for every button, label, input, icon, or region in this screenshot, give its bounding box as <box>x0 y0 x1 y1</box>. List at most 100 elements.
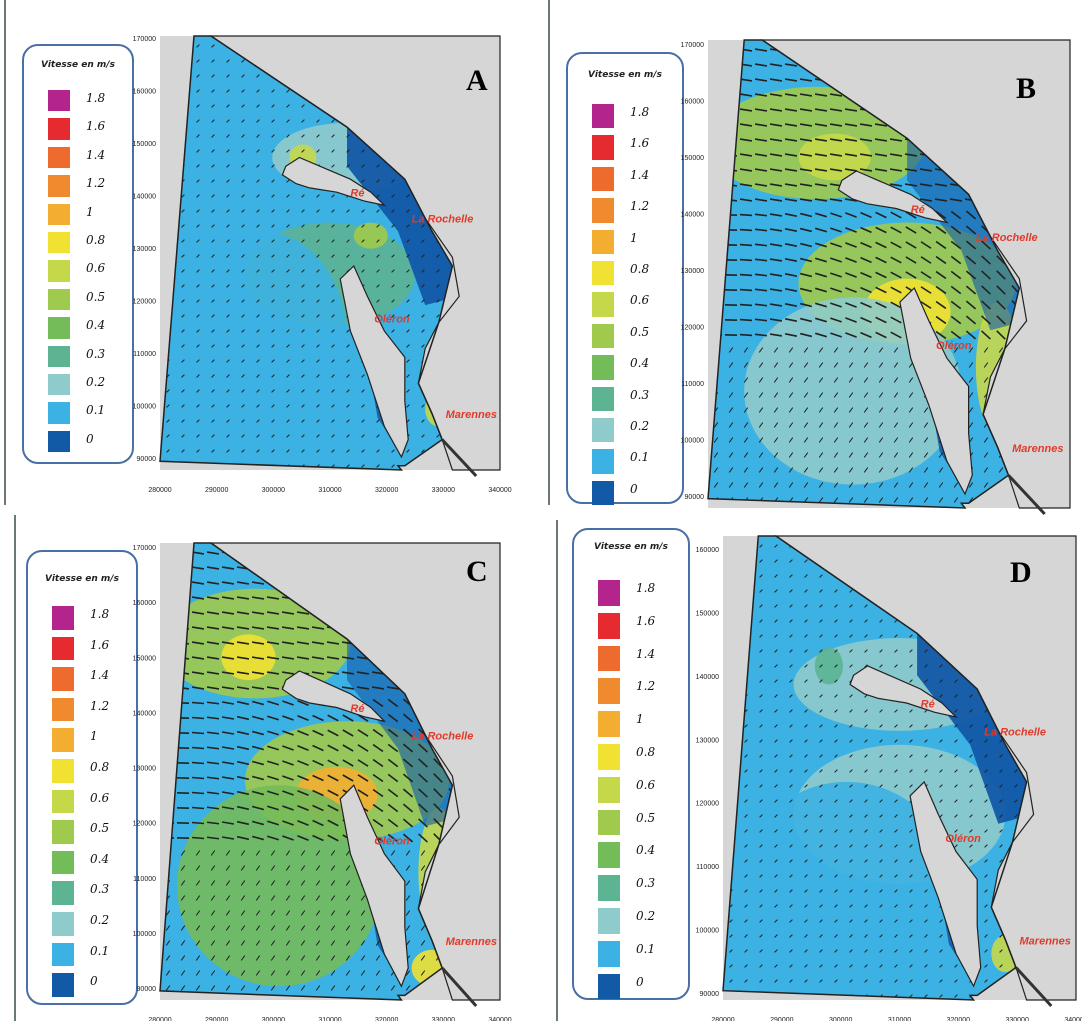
arrow <box>331 149 335 153</box>
arrow <box>893 362 899 368</box>
arrow <box>361 269 365 273</box>
island-re <box>281 156 387 207</box>
divider-mid-bottom <box>556 520 558 1021</box>
arrow <box>402 773 414 783</box>
arrow <box>999 814 1003 818</box>
arrow <box>739 243 753 247</box>
arrow <box>196 359 200 363</box>
panel-c: Vitesse en m/s 1.8 1.6 1.4 1.2 1 0.8 0.6 0.5 0.4… <box>0 515 540 1021</box>
arrow <box>849 589 853 593</box>
arrow <box>256 179 260 183</box>
arrow <box>297 714 309 722</box>
arrow <box>833 497 839 503</box>
place-label-oleron: Oléron <box>945 833 981 845</box>
arrow <box>758 422 764 428</box>
arrow <box>391 464 395 468</box>
arrow <box>804 724 808 728</box>
arrow <box>894 724 898 728</box>
place-label-rochelle: La Rochelle <box>984 727 1046 739</box>
legend-label: 0.1 <box>636 941 656 956</box>
arrow <box>919 198 933 202</box>
arrow <box>864 829 868 833</box>
arrow <box>211 299 215 303</box>
model-boundary <box>707 39 1021 509</box>
x-tick-label: 310000 <box>318 1017 341 1021</box>
arrow <box>863 497 869 503</box>
arrow <box>311 656 325 660</box>
arrow <box>759 709 763 713</box>
arrow <box>191 596 205 600</box>
arrow <box>327 804 339 812</box>
arrow <box>405 970 411 976</box>
arrow <box>818 347 824 353</box>
arrow <box>834 979 838 983</box>
arrow <box>845 212 857 218</box>
arrow <box>301 434 305 438</box>
arrow <box>954 709 958 713</box>
arrow <box>376 164 380 168</box>
arrow <box>270 850 276 856</box>
arrow <box>301 449 305 453</box>
arrow <box>969 784 973 788</box>
arrow <box>739 93 753 97</box>
arrow <box>271 359 275 363</box>
arrow <box>968 347 974 353</box>
arrow <box>863 362 869 368</box>
arrow <box>875 271 887 279</box>
arrow <box>815 317 827 323</box>
arrow <box>968 392 974 398</box>
arrow <box>406 269 410 273</box>
arrow <box>221 761 235 765</box>
arrow <box>316 269 320 273</box>
arrow <box>789 889 793 893</box>
arrow <box>939 664 943 668</box>
arrow <box>327 774 339 782</box>
place-label-rochelle: La Rochelle <box>412 731 474 743</box>
arrow <box>938 452 944 458</box>
arrow <box>920 271 932 279</box>
arrow <box>241 149 245 153</box>
arrow <box>859 138 873 142</box>
arrow <box>402 743 414 753</box>
arrow <box>815 212 827 218</box>
arrow <box>984 889 988 893</box>
arrow <box>879 829 883 833</box>
arrow <box>859 168 873 172</box>
arrow <box>743 467 749 473</box>
arrow <box>266 626 280 630</box>
arrow <box>804 769 808 773</box>
arrow <box>316 284 320 288</box>
arrow <box>181 344 185 348</box>
arrow <box>225 985 231 991</box>
arrow <box>829 138 843 142</box>
arrow <box>774 619 778 623</box>
arrow <box>773 347 779 353</box>
arrow <box>965 240 977 250</box>
arrow <box>226 269 230 273</box>
arrow <box>433 818 443 828</box>
arrow <box>863 347 869 353</box>
arrow <box>331 269 335 273</box>
arrow <box>773 407 779 413</box>
arrow <box>402 818 414 828</box>
arrow <box>863 377 869 383</box>
arrow <box>286 104 290 108</box>
arrow <box>983 452 989 458</box>
arrow <box>301 374 305 378</box>
arrow <box>1014 799 1018 803</box>
arrow <box>784 108 798 112</box>
arrow <box>390 985 396 991</box>
arrow <box>330 910 336 916</box>
arrow <box>950 270 962 280</box>
arrow <box>372 698 384 708</box>
arrow <box>251 641 265 645</box>
arrow <box>939 739 943 743</box>
arrow <box>754 183 768 187</box>
arrow <box>996 330 1006 340</box>
arrow <box>225 850 231 856</box>
arrow <box>282 715 294 721</box>
arrow <box>924 934 928 938</box>
legend-swatch <box>592 261 614 286</box>
arrow <box>210 895 216 901</box>
arrow <box>894 799 898 803</box>
